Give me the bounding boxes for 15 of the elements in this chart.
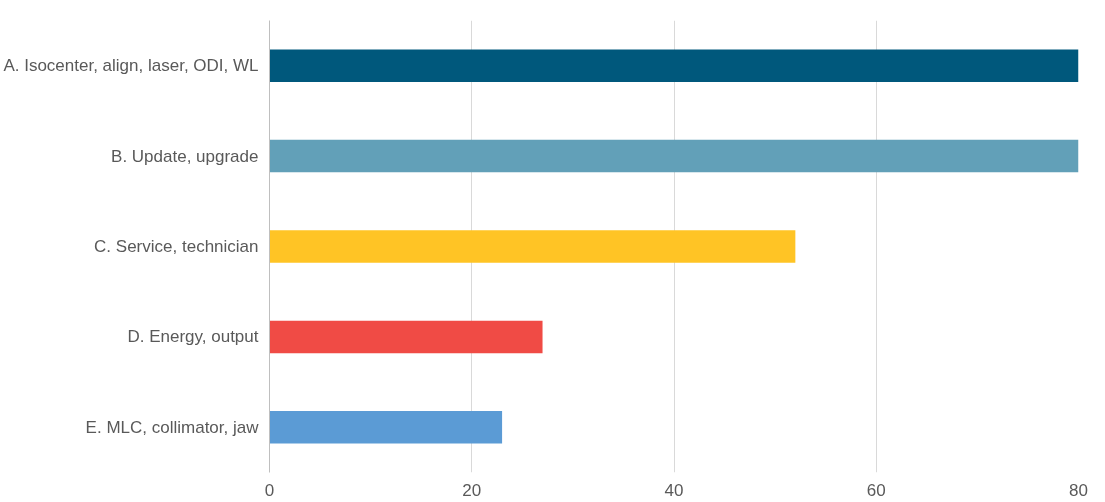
y-tick-label: B. Update, upgrade xyxy=(111,146,259,166)
x-tick-label: 60 xyxy=(866,480,886,500)
x-tick-label: 40 xyxy=(664,480,684,500)
x-tick-label: 0 xyxy=(264,480,275,500)
y-tick-label: E. MLC, collimator, jaw xyxy=(85,417,260,437)
y-tick-label: C. Service, technician xyxy=(94,237,259,256)
bar xyxy=(269,320,543,354)
y-tick-label: A. Isocenter, align, laser, ODI, WL xyxy=(3,56,259,76)
bar xyxy=(269,230,796,263)
bar xyxy=(269,139,1079,173)
y-tick-label: D. Energy, output xyxy=(127,327,259,347)
x-tick-label: 20 xyxy=(462,480,482,500)
bar xyxy=(269,49,1079,82)
x-tick-label: 80 xyxy=(1069,480,1088,500)
bar xyxy=(269,411,503,444)
